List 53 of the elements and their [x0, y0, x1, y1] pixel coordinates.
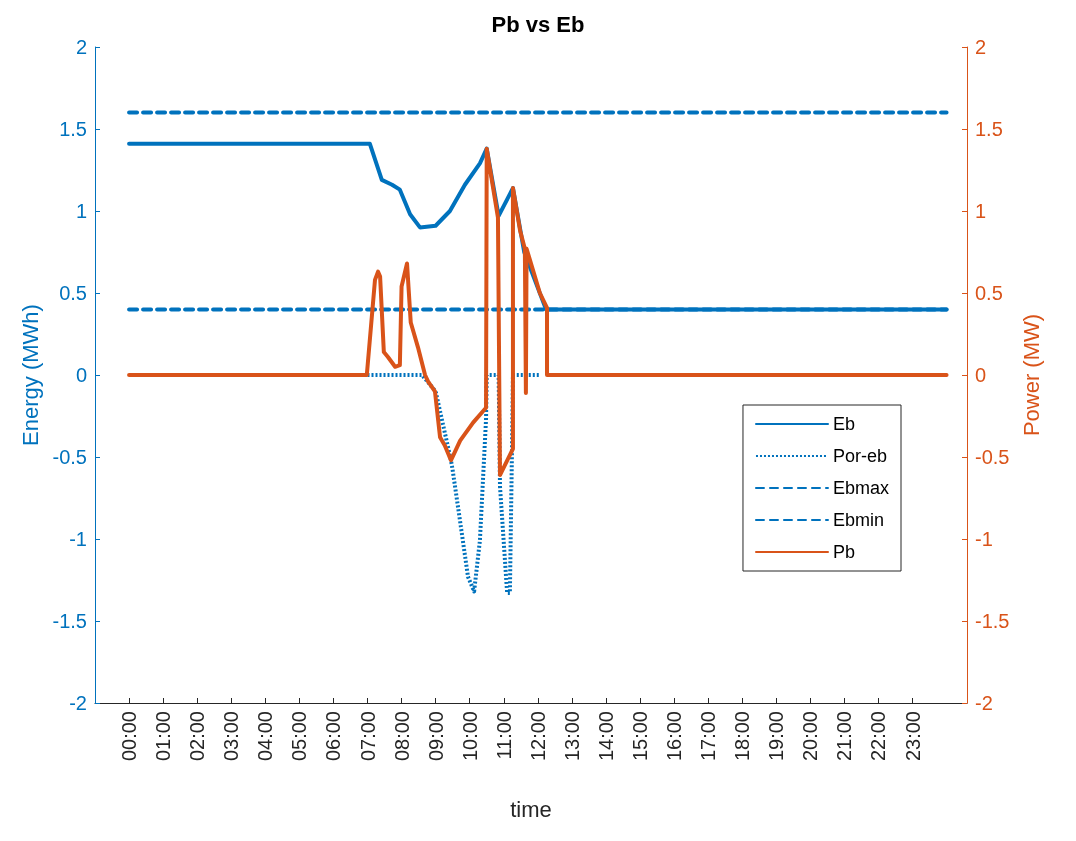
- x-tick-label: 04:00: [254, 711, 277, 762]
- x-tick-label: 17:00: [697, 711, 720, 762]
- x-tick-label: 09:00: [424, 711, 447, 762]
- x-tick-label: 00:00: [118, 711, 141, 762]
- y-axis-title: Energy (MWh): [18, 304, 44, 446]
- x-tick-label: 03:00: [220, 711, 243, 762]
- y2-tick-label: -2: [975, 692, 993, 714]
- y-tick-label: 1: [75, 200, 87, 222]
- x-tick-label: 06:00: [322, 711, 345, 762]
- x-tick-label: 08:00: [390, 711, 413, 762]
- x-tick-label: 23:00: [901, 711, 924, 762]
- y-tick-label: -2: [69, 692, 87, 714]
- y2-tick-label: 1.5: [975, 118, 1003, 140]
- y-tick-label: -1.5: [52, 610, 87, 632]
- x-tick-label: 07:00: [356, 711, 379, 762]
- y2-tick-label: 0: [975, 364, 987, 386]
- x-tick-label: 16:00: [663, 711, 686, 762]
- y-tick-label: 0: [75, 364, 87, 386]
- legend-label: Por-eb: [832, 446, 888, 466]
- x-tick-label: 15:00: [629, 711, 651, 762]
- y-tick-label: -0.5: [52, 446, 87, 468]
- line-series: [365, 373, 542, 596]
- legend-label: Ebmax: [832, 478, 890, 498]
- x-tick-label: 05:00: [288, 711, 311, 762]
- y2-tick-label: -1: [975, 528, 993, 550]
- x-tick-label: 10:00: [458, 711, 481, 762]
- x-tick-label: 21:00: [833, 711, 856, 762]
- y-tick-label: -1: [69, 528, 87, 550]
- chart-title: Pb vs Eb: [491, 11, 585, 37]
- y2-tick-label: 1: [975, 200, 987, 222]
- x-tick-label: 02:00: [186, 711, 209, 762]
- x-tick-label: 14:00: [594, 711, 617, 762]
- y-tick-label: 1.5: [59, 118, 87, 140]
- y2-tick-label: 2: [975, 36, 987, 58]
- legend-label: Ebmin: [832, 510, 885, 530]
- x-tick-label: 18:00: [731, 711, 754, 762]
- x-tick-label: 01:00: [152, 711, 175, 762]
- y-tick-label: 2: [75, 36, 87, 58]
- x-tick-label: 19:00: [765, 711, 788, 762]
- legend-label: Eb: [832, 414, 856, 434]
- x-tick-label: 13:00: [560, 711, 583, 762]
- y2-tick-label: -1.5: [975, 610, 1010, 632]
- x-tick-label: 20:00: [799, 711, 822, 762]
- legend-label: Pb: [832, 542, 856, 562]
- x-axis-title: time: [510, 796, 552, 822]
- y2-tick-label: -0.5: [975, 446, 1010, 468]
- x-tick-label: 11:00: [492, 711, 515, 760]
- x-tick-label: 22:00: [867, 711, 890, 762]
- y2-axis-title: Power (MW): [1018, 313, 1044, 437]
- x-tick-label: 12:00: [526, 711, 549, 762]
- line-series: [127, 146, 949, 478]
- y-tick-label: 0.5: [59, 282, 87, 304]
- y2-tick-label: 0.5: [975, 282, 1003, 304]
